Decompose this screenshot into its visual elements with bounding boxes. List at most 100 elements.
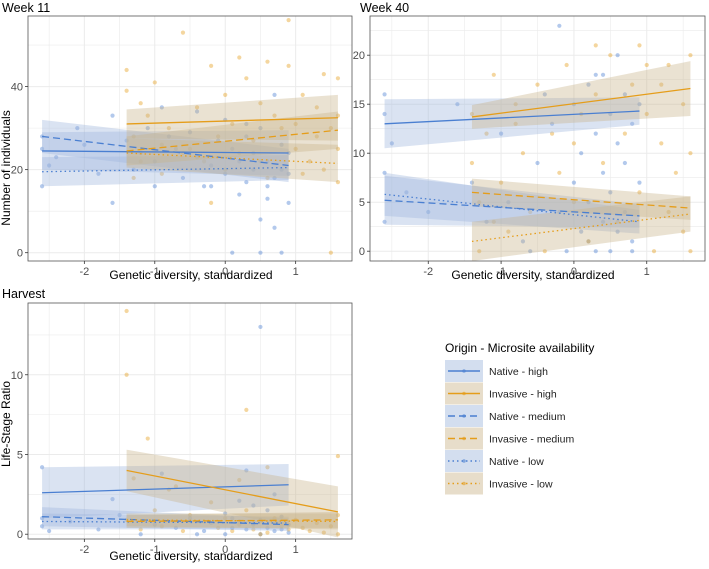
invasive-point bbox=[623, 132, 627, 136]
x-tick-label: 0 bbox=[222, 266, 228, 278]
native-point bbox=[139, 532, 143, 536]
panel-harvest: Harvest Life-Stage Ratio Genetic diversi… bbox=[0, 287, 352, 563]
x-tick-label: 1 bbox=[644, 266, 650, 278]
native-point bbox=[572, 181, 576, 185]
native-point bbox=[601, 73, 605, 77]
native-point bbox=[382, 92, 386, 96]
invasive-point bbox=[181, 529, 185, 533]
invasive-point bbox=[287, 18, 291, 22]
figure: Week 11 Number of individuals Genetic di… bbox=[0, 0, 709, 569]
legend-label: Native - high bbox=[489, 366, 548, 378]
y-tick-label: 40 bbox=[11, 82, 23, 94]
legend-key-point bbox=[462, 369, 466, 373]
native-point bbox=[623, 161, 627, 165]
invasive-point bbox=[301, 93, 305, 97]
invasive-point bbox=[565, 63, 569, 67]
legend-item-invasive-medium: Invasive - medium bbox=[445, 428, 574, 450]
invasive-point bbox=[688, 53, 692, 57]
invasive-point bbox=[535, 83, 539, 87]
y-tick-label: 5 bbox=[359, 197, 365, 209]
native-point bbox=[202, 184, 206, 188]
invasive-point bbox=[601, 161, 605, 165]
legend-key-point bbox=[462, 437, 466, 441]
x-tick-label: -1 bbox=[496, 266, 506, 278]
panel-week-11: Week 11 Number of individuals Genetic di… bbox=[0, 1, 352, 282]
native-point bbox=[535, 161, 539, 165]
invasive-point bbox=[223, 93, 227, 97]
y-tick-label: 10 bbox=[353, 148, 365, 160]
y-axis-label-harvest: Life-Stage Ratio bbox=[0, 381, 13, 467]
native-point bbox=[237, 192, 241, 196]
y-tick-label: 20 bbox=[353, 50, 365, 62]
invasive-point bbox=[674, 171, 678, 175]
x-tick-label: -2 bbox=[79, 544, 89, 556]
legend-title: Origin - Microsite availability bbox=[445, 341, 594, 355]
invasive-point bbox=[572, 141, 576, 145]
invasive-point bbox=[637, 43, 641, 47]
native-point bbox=[230, 251, 234, 255]
invasive-point bbox=[146, 436, 150, 440]
x-axis-label-week-40: Genetic diversity, standardized bbox=[451, 268, 614, 282]
x-tick-label: -2 bbox=[423, 266, 433, 278]
plot-area-harvest: 0510-2 -1 0 1 bbox=[11, 303, 352, 556]
invasive-point bbox=[265, 60, 269, 64]
y-tick-label: 0 bbox=[17, 248, 23, 260]
legend-key-point bbox=[462, 482, 466, 486]
panel-week-40: Week 40 Genetic diversity, standardized … bbox=[353, 1, 705, 282]
y-tick-label: 5 bbox=[17, 449, 23, 461]
invasive-point bbox=[125, 309, 129, 313]
invasive-point bbox=[322, 72, 326, 76]
native-point bbox=[195, 532, 199, 536]
invasive-point bbox=[336, 76, 340, 80]
x-axis-label-harvest: Genetic diversity, standardized bbox=[109, 549, 272, 563]
y-tick-label: 10 bbox=[11, 370, 23, 382]
invasive-point bbox=[265, 531, 269, 535]
invasive-point bbox=[336, 454, 340, 458]
native-point bbox=[265, 184, 269, 188]
legend-key-point bbox=[462, 459, 466, 463]
y-tick-label: 0 bbox=[359, 246, 365, 258]
panel-title-harvest: Harvest bbox=[2, 287, 46, 301]
invasive-point bbox=[608, 53, 612, 57]
invasive-point bbox=[209, 64, 213, 68]
y-tick-label: 20 bbox=[11, 165, 23, 177]
native-point bbox=[153, 184, 157, 188]
native-point bbox=[202, 529, 206, 533]
invasive-point bbox=[470, 161, 474, 165]
legend-key-point bbox=[462, 414, 466, 418]
y-tick-label: 0 bbox=[17, 529, 23, 541]
panel-title-week-11: Week 11 bbox=[2, 1, 50, 15]
x-tick-label: -1 bbox=[150, 266, 160, 278]
native-point bbox=[110, 114, 114, 118]
native-point bbox=[110, 201, 114, 205]
native-point bbox=[258, 325, 262, 329]
legend: Origin - Microsite availability Native -… bbox=[445, 341, 594, 495]
plot-area-week-40: 05101520-2 -1 0 1 bbox=[353, 16, 705, 278]
invasive-point bbox=[659, 141, 663, 145]
invasive-point bbox=[492, 73, 496, 77]
native-point bbox=[258, 217, 262, 221]
invasive-point bbox=[258, 532, 262, 536]
invasive-point bbox=[244, 408, 248, 412]
native-point bbox=[565, 249, 569, 253]
legend-keys: Native - high Invasive - high Native - med… bbox=[445, 360, 574, 495]
native-point bbox=[630, 249, 634, 253]
invasive-point bbox=[125, 373, 129, 377]
legend-item-native-medium: Native - medium bbox=[445, 405, 566, 427]
native-point bbox=[272, 226, 276, 230]
invasive-point bbox=[237, 55, 241, 59]
native-point bbox=[594, 132, 598, 136]
legend-item-native-high: Native - high bbox=[445, 360, 548, 382]
native-point bbox=[630, 239, 634, 243]
legend-item-invasive-low: Invasive - low bbox=[445, 473, 553, 495]
native-point bbox=[223, 532, 227, 536]
legend-label: Invasive - high bbox=[489, 389, 557, 401]
invasive-point bbox=[153, 80, 157, 84]
x-tick-label: -2 bbox=[79, 266, 89, 278]
legend-label: Native - medium bbox=[489, 411, 566, 423]
invasive-point bbox=[594, 43, 598, 47]
native-point bbox=[594, 73, 598, 77]
legend-label: Invasive - medium bbox=[489, 434, 574, 446]
plot-area-week-11: 02040-2 -1 0 1 bbox=[11, 16, 352, 278]
x-tick-label: -1 bbox=[150, 544, 160, 556]
